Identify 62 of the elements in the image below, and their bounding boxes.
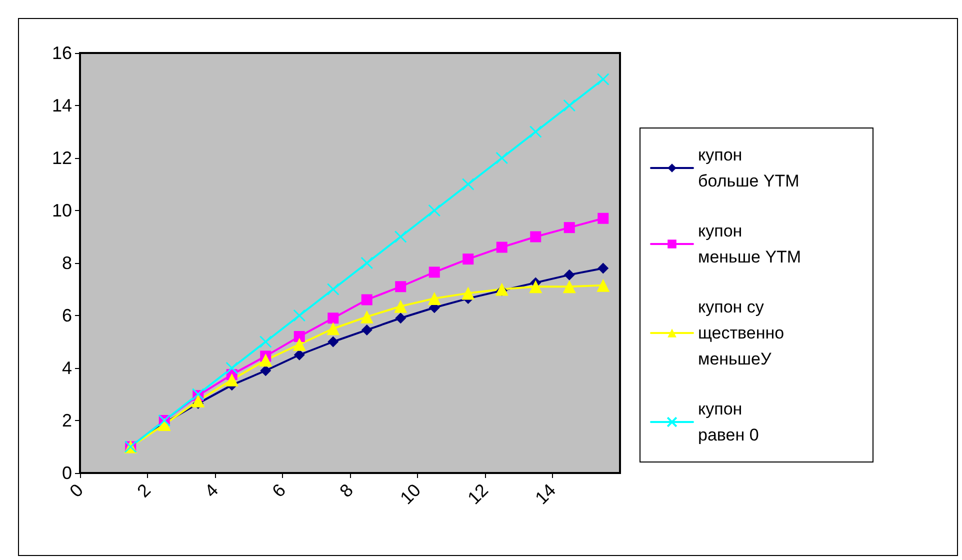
point — [394, 300, 408, 313]
point — [226, 362, 238, 374]
point — [294, 331, 305, 342]
point — [292, 338, 306, 351]
y-tick-label: 14 — [52, 96, 72, 116]
point — [496, 242, 508, 253]
x-tick-label: 10 — [396, 480, 425, 508]
legend-label: купон равен 0 — [698, 400, 759, 444]
y-tick-label: 2 — [62, 410, 72, 430]
point — [360, 256, 374, 270]
point — [496, 152, 508, 164]
point — [293, 309, 306, 322]
x-tick-label: 8 — [336, 480, 358, 502]
y-tick-label: 0 — [62, 463, 72, 483]
point — [495, 282, 508, 296]
point — [326, 283, 340, 296]
point — [598, 262, 609, 274]
point — [462, 178, 474, 190]
point — [529, 126, 542, 138]
point — [192, 394, 205, 408]
point — [360, 310, 374, 324]
point — [259, 354, 272, 367]
point — [225, 373, 238, 386]
point — [563, 99, 576, 112]
point — [596, 278, 610, 292]
point — [294, 349, 305, 360]
point — [462, 254, 474, 265]
point — [428, 204, 441, 217]
x-tick-label: 12 — [464, 480, 492, 508]
point — [596, 73, 610, 86]
point — [260, 365, 272, 376]
x-tick-label: 2 — [133, 480, 155, 502]
y-tick-label: 4 — [62, 358, 72, 378]
legend-label: купон больше YTM — [698, 146, 800, 190]
point — [395, 312, 406, 324]
point — [564, 222, 575, 234]
point — [598, 212, 609, 224]
point — [395, 281, 406, 292]
point — [328, 336, 339, 348]
y-tick-label: 8 — [62, 253, 72, 273]
point — [361, 324, 372, 336]
legend-label: купон меньше YTM — [698, 222, 802, 266]
point — [564, 269, 575, 280]
y-tick-label: 6 — [62, 306, 72, 326]
point — [361, 294, 372, 306]
legend-label: купон су щественно меньшеУ — [698, 298, 789, 368]
x-tick-label: 4 — [200, 480, 222, 502]
x-tick-label: 14 — [531, 480, 560, 508]
y-tick-label: 12 — [52, 148, 72, 168]
point — [394, 230, 407, 243]
y-tick-label: 10 — [52, 200, 72, 220]
x-tick-label: 6 — [268, 480, 290, 502]
point — [328, 312, 339, 324]
point — [462, 286, 475, 300]
point — [428, 292, 441, 305]
point — [326, 322, 340, 336]
point — [259, 336, 272, 348]
point — [529, 280, 542, 294]
y-tick-label: 16 — [52, 43, 72, 63]
point — [530, 231, 542, 242]
point — [562, 280, 576, 294]
point — [428, 266, 440, 278]
